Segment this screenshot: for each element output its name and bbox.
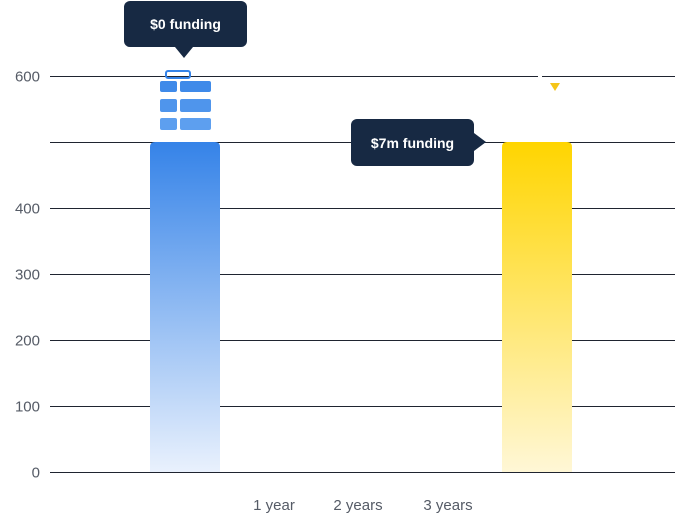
yellow-marker-icon: [538, 73, 560, 91]
bar-seven-million-funding: [502, 142, 572, 472]
y-tick-label-200: 200: [15, 333, 40, 350]
y-tick-label-300: 300: [15, 267, 40, 284]
bar-zero-funding: [150, 142, 220, 472]
y-tick-label-100: 100: [15, 399, 40, 416]
y-tick-label-400: 400: [15, 201, 40, 218]
tooltip-zero-funding-label: $0 funding: [150, 16, 221, 32]
y-tick-label-600: 600: [15, 69, 40, 86]
tooltip-zero-funding-pointer: [175, 47, 193, 58]
tooltip-seven-million-funding: $7m funding: [351, 119, 474, 166]
tooltip-seven-million-funding-pointer: [474, 133, 486, 151]
money-stack-icon: [160, 70, 211, 130]
y-tick-label-0: 0: [32, 465, 40, 482]
x-axis-tick-labels: 1 year 2 years 3 years: [253, 497, 472, 514]
tooltip-zero-funding: $0 funding: [124, 1, 247, 47]
x-tick-label-3: 3 years: [423, 497, 472, 514]
y-axis-tick-labels: 0 100 200 300 400 600: [15, 69, 40, 482]
x-tick-label-2: 2 years: [333, 497, 382, 514]
x-tick-label-1: 1 year: [253, 497, 295, 514]
bars: [150, 142, 572, 472]
tooltip-seven-million-funding-label: $7m funding: [370, 134, 455, 151]
